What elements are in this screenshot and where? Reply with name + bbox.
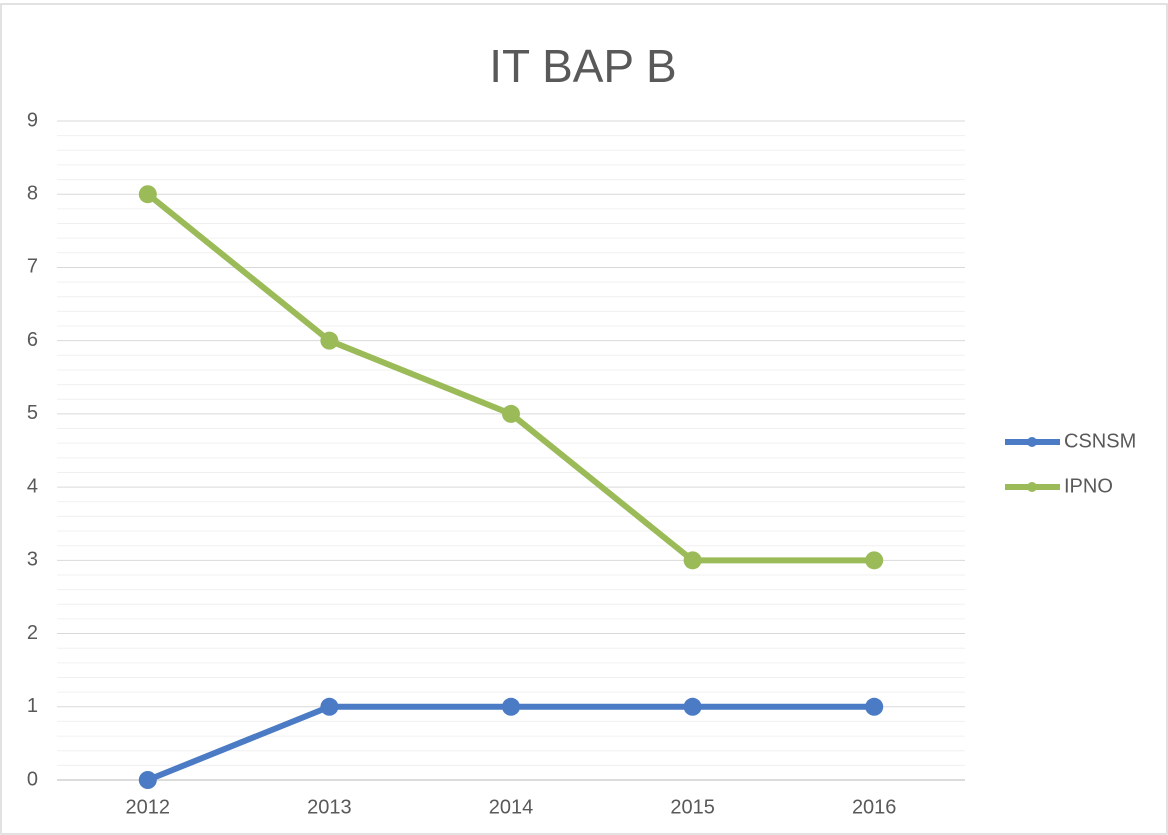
data-point: [138, 771, 157, 789]
x-tick-label: 2012: [126, 796, 171, 818]
y-tick-label: 2: [27, 622, 38, 644]
chart-border: [0, 3, 1168, 835]
legend-label: CSNSM: [1064, 430, 1136, 452]
chart-title: IT BAP B: [489, 40, 677, 92]
data-point: [502, 404, 520, 423]
legend-label: IPNO: [1064, 475, 1113, 497]
y-tick-label: 9: [27, 109, 38, 131]
data-point: [320, 331, 339, 350]
legend-marker: [1027, 437, 1037, 447]
y-tick-label: 1: [27, 695, 38, 717]
y-tick-label: 6: [27, 329, 38, 351]
x-tick-label: 2015: [670, 796, 715, 818]
y-tick-label: 4: [27, 475, 38, 497]
data-point: [683, 697, 702, 716]
x-tick-label: 2013: [307, 796, 352, 818]
data-point: [683, 551, 702, 570]
data-point: [502, 697, 520, 716]
data-point: [865, 697, 884, 716]
data-point: [865, 551, 884, 570]
y-tick-label: 5: [27, 402, 38, 424]
y-tick-label: 0: [27, 768, 38, 790]
legend-marker: [1027, 482, 1037, 492]
data-point: [320, 697, 339, 716]
y-tick-label: 3: [27, 549, 38, 571]
x-tick-label: 2016: [852, 796, 897, 818]
y-tick-label: 8: [27, 183, 38, 205]
x-tick-label: 2014: [489, 796, 534, 818]
y-tick-label: 7: [27, 256, 38, 278]
data-point: [138, 185, 157, 204]
